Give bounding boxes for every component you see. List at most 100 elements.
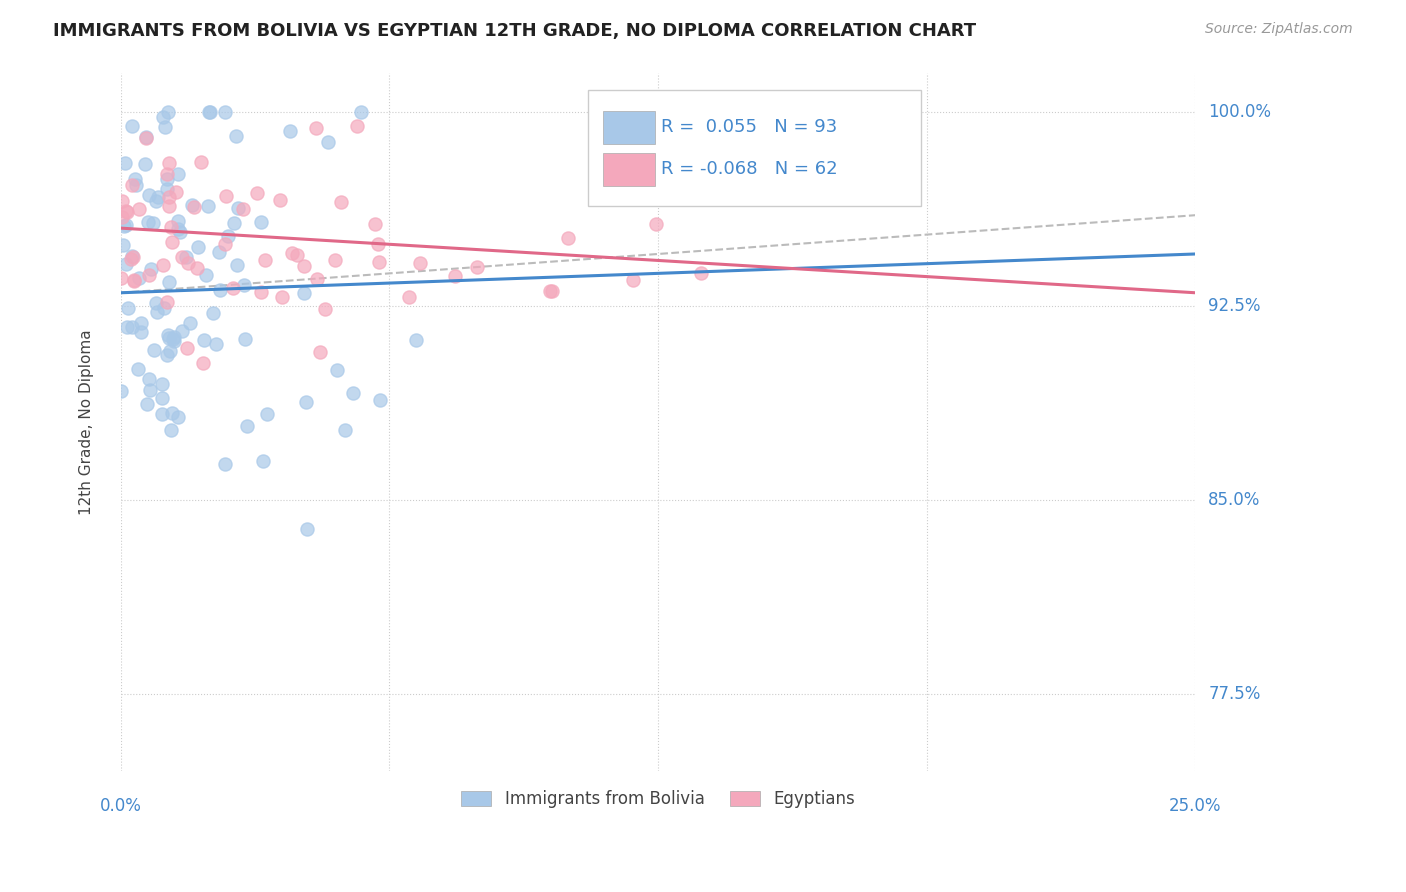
Point	[398, 290, 420, 304]
Point	[232, 278, 254, 293]
Legend: Immigrants from Bolivia, Egyptians: Immigrants from Bolivia, Egyptians	[454, 784, 862, 815]
Point	[198, 104, 221, 119]
Point	[235, 332, 257, 346]
Point	[292, 260, 315, 274]
Point	[186, 260, 208, 275]
Point	[170, 251, 193, 265]
Point	[146, 190, 169, 204]
Point	[156, 167, 179, 181]
Point	[111, 194, 134, 208]
Point	[157, 190, 180, 204]
Point	[115, 204, 138, 219]
Point	[160, 423, 183, 437]
Point	[127, 362, 149, 376]
Point	[215, 189, 238, 203]
FancyBboxPatch shape	[588, 90, 921, 206]
Point	[346, 120, 368, 134]
Point	[134, 157, 156, 171]
Point	[368, 254, 391, 268]
Point	[159, 331, 181, 345]
Point	[122, 274, 145, 288]
Point	[110, 384, 132, 398]
Point	[367, 236, 389, 251]
Point	[444, 268, 467, 283]
Point	[117, 301, 139, 315]
Point	[329, 195, 352, 210]
Point	[209, 283, 232, 297]
Point	[150, 391, 173, 405]
Point	[136, 215, 159, 229]
Point	[111, 238, 134, 252]
Point	[115, 218, 138, 232]
Point	[157, 199, 180, 213]
Point	[314, 302, 336, 317]
Point	[120, 252, 142, 267]
Point	[138, 188, 160, 202]
Point	[316, 136, 339, 150]
Point	[159, 343, 181, 358]
Point	[197, 104, 219, 119]
Point	[152, 110, 174, 124]
Point	[191, 356, 214, 370]
Point	[138, 372, 160, 386]
Point	[129, 316, 152, 330]
Point	[235, 418, 257, 433]
Point	[193, 334, 215, 348]
Point	[122, 273, 145, 287]
Point	[728, 140, 751, 154]
Point	[342, 386, 364, 401]
Point	[408, 256, 430, 270]
Point	[541, 285, 564, 299]
Point	[256, 407, 278, 421]
Text: 0.0%: 0.0%	[100, 797, 142, 815]
Point	[252, 454, 274, 468]
Point	[159, 219, 181, 234]
Point	[145, 194, 167, 209]
Text: Source: ZipAtlas.com: Source: ZipAtlas.com	[1205, 22, 1353, 37]
Point	[405, 333, 427, 347]
Point	[167, 410, 190, 425]
Point	[157, 156, 180, 170]
Point	[167, 167, 190, 181]
Point	[121, 120, 143, 134]
Point	[226, 201, 249, 215]
Point	[177, 256, 200, 270]
Point	[246, 186, 269, 201]
Point	[121, 249, 143, 263]
Point	[131, 326, 153, 340]
Point	[163, 330, 186, 344]
Text: 77.5%: 77.5%	[1208, 684, 1261, 703]
Point	[232, 202, 254, 216]
Point	[111, 210, 134, 224]
Point	[465, 260, 488, 275]
Point	[217, 228, 239, 243]
Point	[280, 246, 302, 260]
Point	[689, 266, 711, 280]
Text: 25.0%: 25.0%	[1170, 797, 1222, 815]
Point	[326, 362, 349, 376]
Point	[295, 394, 318, 409]
Point	[160, 406, 183, 420]
Point	[305, 120, 328, 135]
Point	[155, 120, 177, 134]
Point	[156, 294, 179, 309]
Point	[333, 423, 356, 437]
Point	[156, 348, 179, 362]
Point	[214, 458, 236, 472]
Point	[179, 316, 201, 330]
Point	[350, 104, 373, 119]
Point	[645, 217, 668, 231]
Text: R =  0.055   N = 93: R = 0.055 N = 93	[661, 119, 838, 136]
Point	[208, 244, 231, 259]
Point	[121, 178, 143, 192]
Point	[271, 290, 294, 304]
Point	[169, 225, 191, 239]
Text: R = -0.068   N = 62: R = -0.068 N = 62	[661, 161, 838, 178]
Point	[250, 214, 273, 228]
Point	[222, 216, 245, 230]
Point	[160, 235, 183, 249]
Point	[139, 262, 162, 277]
Point	[142, 216, 165, 230]
Text: 92.5%: 92.5%	[1208, 297, 1261, 315]
Point	[180, 198, 202, 212]
